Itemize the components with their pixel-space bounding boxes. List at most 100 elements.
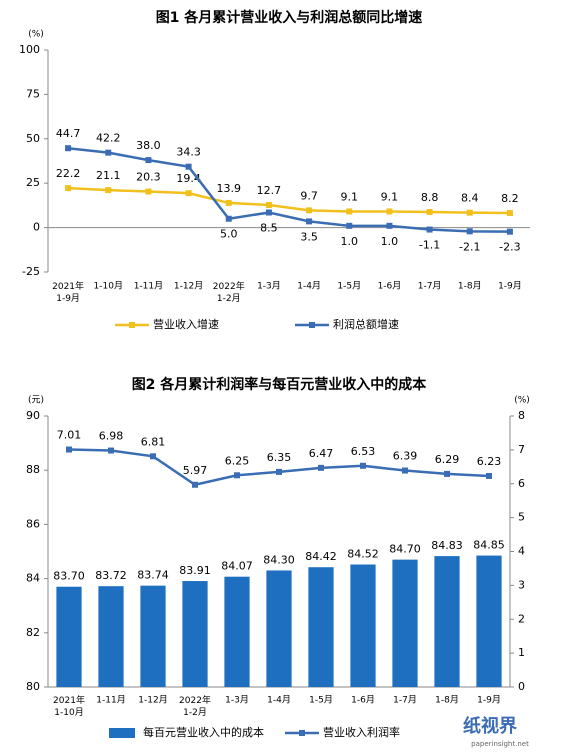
x-tick-label: 1-11月 <box>134 281 163 292</box>
data-label: 84.52 <box>347 548 379 561</box>
marker <box>444 470 450 477</box>
marker <box>65 145 72 152</box>
data-label: 13.9 <box>217 182 242 195</box>
x-tick-label: 1-7月 <box>418 281 442 292</box>
y2-tick-label: 1 <box>518 646 525 659</box>
marker <box>108 447 114 454</box>
data-label: 6.23 <box>477 455 502 468</box>
data-label: -2.3 <box>499 241 520 254</box>
marker <box>145 157 152 164</box>
data-label: 83.91 <box>179 564 211 577</box>
watermark: 纸视界 <box>463 715 517 737</box>
marker <box>386 208 393 215</box>
y-tick-label: 75 <box>26 87 40 100</box>
data-label: 83.74 <box>137 569 169 582</box>
data-label: 84.85 <box>473 539 505 552</box>
y-tick-label: 25 <box>26 176 40 189</box>
x-tick-label: 1-8月 <box>458 281 482 292</box>
data-label: 42.2 <box>96 132 121 145</box>
data-label: 83.72 <box>95 569 127 582</box>
y-tick-label: 100 <box>19 43 40 56</box>
bar <box>224 576 250 687</box>
bar <box>434 556 460 687</box>
marker <box>265 202 272 209</box>
marker <box>466 228 473 235</box>
data-label: 83.70 <box>53 570 85 583</box>
y-tick-label: 84 <box>26 572 40 585</box>
marker <box>346 222 353 229</box>
marker <box>185 190 192 197</box>
x-tick-label: 1-9月 <box>477 695 501 706</box>
y2-tick-label: 0 <box>518 680 525 693</box>
legend-label: 每百元营业收入中的成本 <box>143 725 264 739</box>
data-label: 84.83 <box>431 539 463 552</box>
x-tick-label: 1-11月 <box>96 695 125 706</box>
data-label: 9.1 <box>341 190 359 203</box>
line <box>68 186 510 215</box>
y2-tick-label: 3 <box>518 578 525 591</box>
bar <box>98 586 124 687</box>
y-tick-label: 82 <box>26 626 40 639</box>
line <box>67 146 510 233</box>
data-label: -1.1 <box>419 239 440 252</box>
x-tick-label: 2022年 1-2月 <box>213 280 245 304</box>
marker <box>486 472 492 479</box>
data-label: 9.7 <box>300 189 318 202</box>
data-label: 6.29 <box>435 453 460 466</box>
x-tick-label: 1-6月 <box>378 281 402 292</box>
bar <box>182 581 208 687</box>
y2-unit: (%) <box>514 396 530 406</box>
legend-marker <box>309 322 315 328</box>
marker <box>426 208 433 215</box>
y2-tick-label: 7 <box>518 443 525 456</box>
x-tick-label: 1-12月 <box>138 695 167 706</box>
data-label: 6.53 <box>351 445 376 458</box>
marker <box>360 462 366 469</box>
marker <box>466 209 473 216</box>
bar <box>266 570 292 687</box>
legend-marker <box>299 730 305 736</box>
legend-label: 营业收入增速 <box>153 317 219 331</box>
data-label: 44.7 <box>56 127 81 140</box>
x-tick-label: 1-9月 <box>498 281 522 292</box>
chart-title: 图2 各月累计利润率与每百元营业收入中的成本 <box>132 376 428 393</box>
marker <box>306 207 313 214</box>
watermark-url: paperinsight.net <box>471 740 529 748</box>
y-tick-label: 88 <box>26 463 40 476</box>
bar <box>308 567 334 687</box>
x-tick-label: 1-6月 <box>351 695 375 706</box>
y2-tick-label: 2 <box>518 612 525 625</box>
y-unit: (%) <box>28 30 44 40</box>
bar <box>392 559 418 687</box>
bar <box>140 585 166 687</box>
marker <box>506 228 513 235</box>
y-tick-label: 0 <box>33 221 40 234</box>
marker <box>506 210 513 217</box>
marker <box>306 218 313 225</box>
x-tick-label: 1-7月 <box>393 695 417 706</box>
marker <box>150 453 156 460</box>
data-label: 84.30 <box>263 553 295 566</box>
marker <box>105 149 112 156</box>
marker <box>225 199 232 206</box>
marker <box>234 472 240 479</box>
x-tick-label: 1-10月 <box>94 281 123 292</box>
data-label: 3.5 <box>300 230 318 243</box>
y-tick-label: 50 <box>26 132 40 145</box>
data-label: 8.5 <box>260 222 278 235</box>
marker <box>145 188 152 195</box>
data-label: 5.0 <box>220 228 238 241</box>
y2-tick-label: 5 <box>518 511 525 524</box>
x-tick-label: 1-4月 <box>297 281 321 292</box>
data-label: 38.0 <box>136 139 161 152</box>
x-tick-label: 1-12月 <box>174 281 203 292</box>
data-label: -2.1 <box>459 240 480 253</box>
marker <box>66 446 72 453</box>
data-label: 5.97 <box>183 464 208 477</box>
marker <box>105 187 112 194</box>
bar <box>56 586 82 687</box>
y-tick-label: -25 <box>22 265 40 278</box>
data-label: 6.81 <box>141 435 166 448</box>
y2-tick-label: 6 <box>518 477 525 490</box>
